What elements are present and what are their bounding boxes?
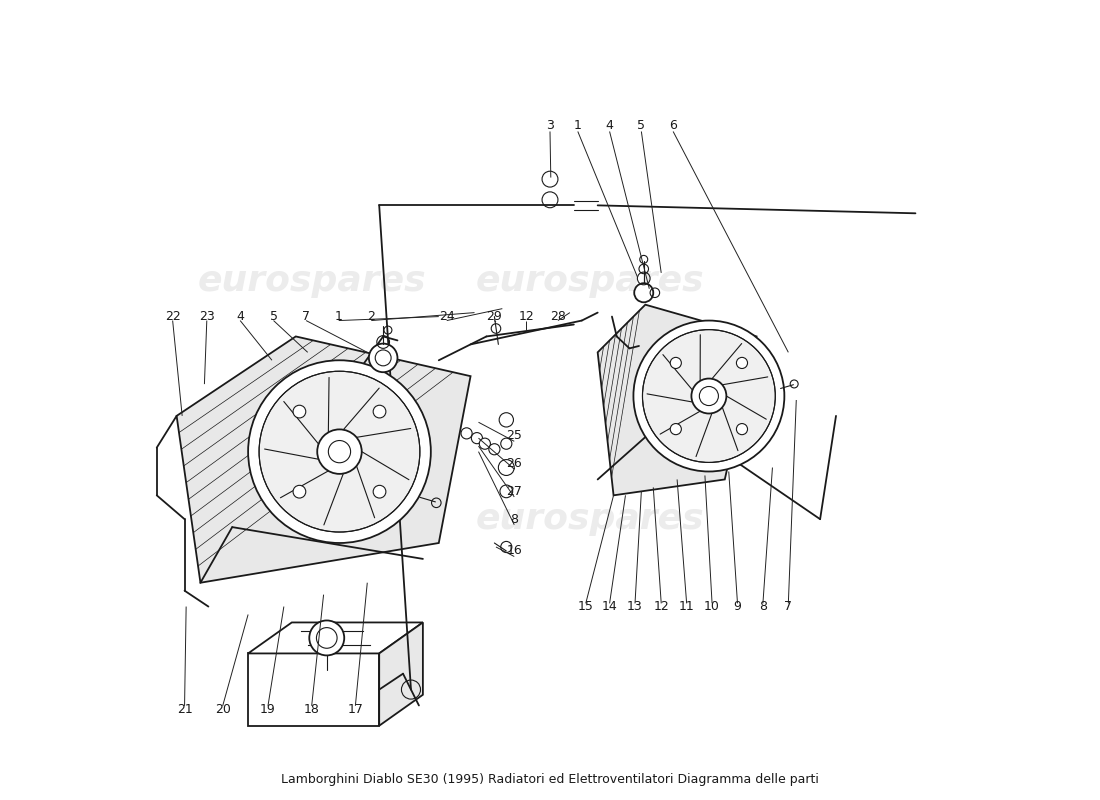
- Text: 23: 23: [199, 310, 214, 323]
- Text: 21: 21: [177, 703, 192, 716]
- Circle shape: [635, 283, 653, 302]
- Text: Lamborghini Diablo SE30 (1995) Radiatori ed Elettroventilatori Diagramma delle p: Lamborghini Diablo SE30 (1995) Radiatori…: [282, 774, 818, 786]
- Circle shape: [249, 360, 431, 543]
- Text: 14: 14: [602, 600, 617, 613]
- Circle shape: [317, 430, 362, 474]
- Text: 18: 18: [304, 703, 320, 716]
- Polygon shape: [597, 305, 757, 495]
- Circle shape: [488, 444, 499, 455]
- Text: 4: 4: [236, 310, 244, 323]
- Text: 29: 29: [486, 310, 503, 323]
- Text: 11: 11: [679, 600, 694, 613]
- Text: 27: 27: [506, 485, 522, 498]
- Polygon shape: [177, 337, 471, 582]
- Text: 12: 12: [518, 310, 534, 323]
- Polygon shape: [249, 622, 422, 654]
- Text: 6: 6: [669, 119, 678, 133]
- Text: eurospares: eurospares: [475, 502, 704, 536]
- Circle shape: [480, 438, 491, 450]
- Circle shape: [368, 343, 397, 372]
- Circle shape: [309, 621, 344, 655]
- Text: eurospares: eurospares: [475, 264, 704, 298]
- Text: 12: 12: [653, 600, 669, 613]
- Text: 1: 1: [574, 119, 582, 133]
- Circle shape: [634, 321, 784, 471]
- Text: 8: 8: [759, 600, 767, 613]
- Circle shape: [293, 486, 306, 498]
- Text: 13: 13: [627, 600, 642, 613]
- Text: 7: 7: [302, 310, 310, 323]
- Circle shape: [670, 358, 681, 369]
- Text: 1: 1: [334, 310, 342, 323]
- Text: 17: 17: [348, 703, 363, 716]
- Text: 24: 24: [439, 310, 454, 323]
- Circle shape: [670, 423, 681, 434]
- Text: 7: 7: [784, 600, 792, 613]
- Circle shape: [373, 406, 386, 418]
- Circle shape: [499, 413, 514, 427]
- Circle shape: [692, 378, 726, 414]
- Text: 20: 20: [214, 703, 231, 716]
- Text: 4: 4: [606, 119, 614, 133]
- Circle shape: [736, 358, 748, 369]
- Circle shape: [472, 433, 483, 444]
- Text: 15: 15: [578, 600, 594, 613]
- Circle shape: [461, 428, 472, 439]
- Circle shape: [260, 371, 420, 532]
- Text: 22: 22: [165, 310, 180, 323]
- Text: 19: 19: [260, 703, 276, 716]
- Circle shape: [373, 486, 386, 498]
- Circle shape: [293, 406, 306, 418]
- Polygon shape: [249, 654, 380, 726]
- Circle shape: [499, 485, 513, 498]
- Text: eurospares: eurospares: [197, 264, 426, 298]
- Text: 2: 2: [367, 310, 375, 323]
- Circle shape: [736, 423, 748, 434]
- Circle shape: [500, 438, 512, 450]
- Text: 16: 16: [506, 545, 522, 558]
- Text: 8: 8: [510, 513, 518, 526]
- Text: 28: 28: [550, 310, 565, 323]
- Text: 5: 5: [270, 310, 277, 323]
- Text: 25: 25: [506, 430, 522, 442]
- Circle shape: [642, 330, 776, 462]
- Text: eurospares: eurospares: [197, 502, 426, 536]
- Text: 3: 3: [546, 119, 554, 133]
- Text: 5: 5: [637, 119, 646, 133]
- Text: 26: 26: [506, 457, 522, 470]
- Text: 9: 9: [734, 600, 741, 613]
- Circle shape: [498, 459, 515, 475]
- Text: 10: 10: [704, 600, 720, 613]
- Polygon shape: [379, 622, 422, 726]
